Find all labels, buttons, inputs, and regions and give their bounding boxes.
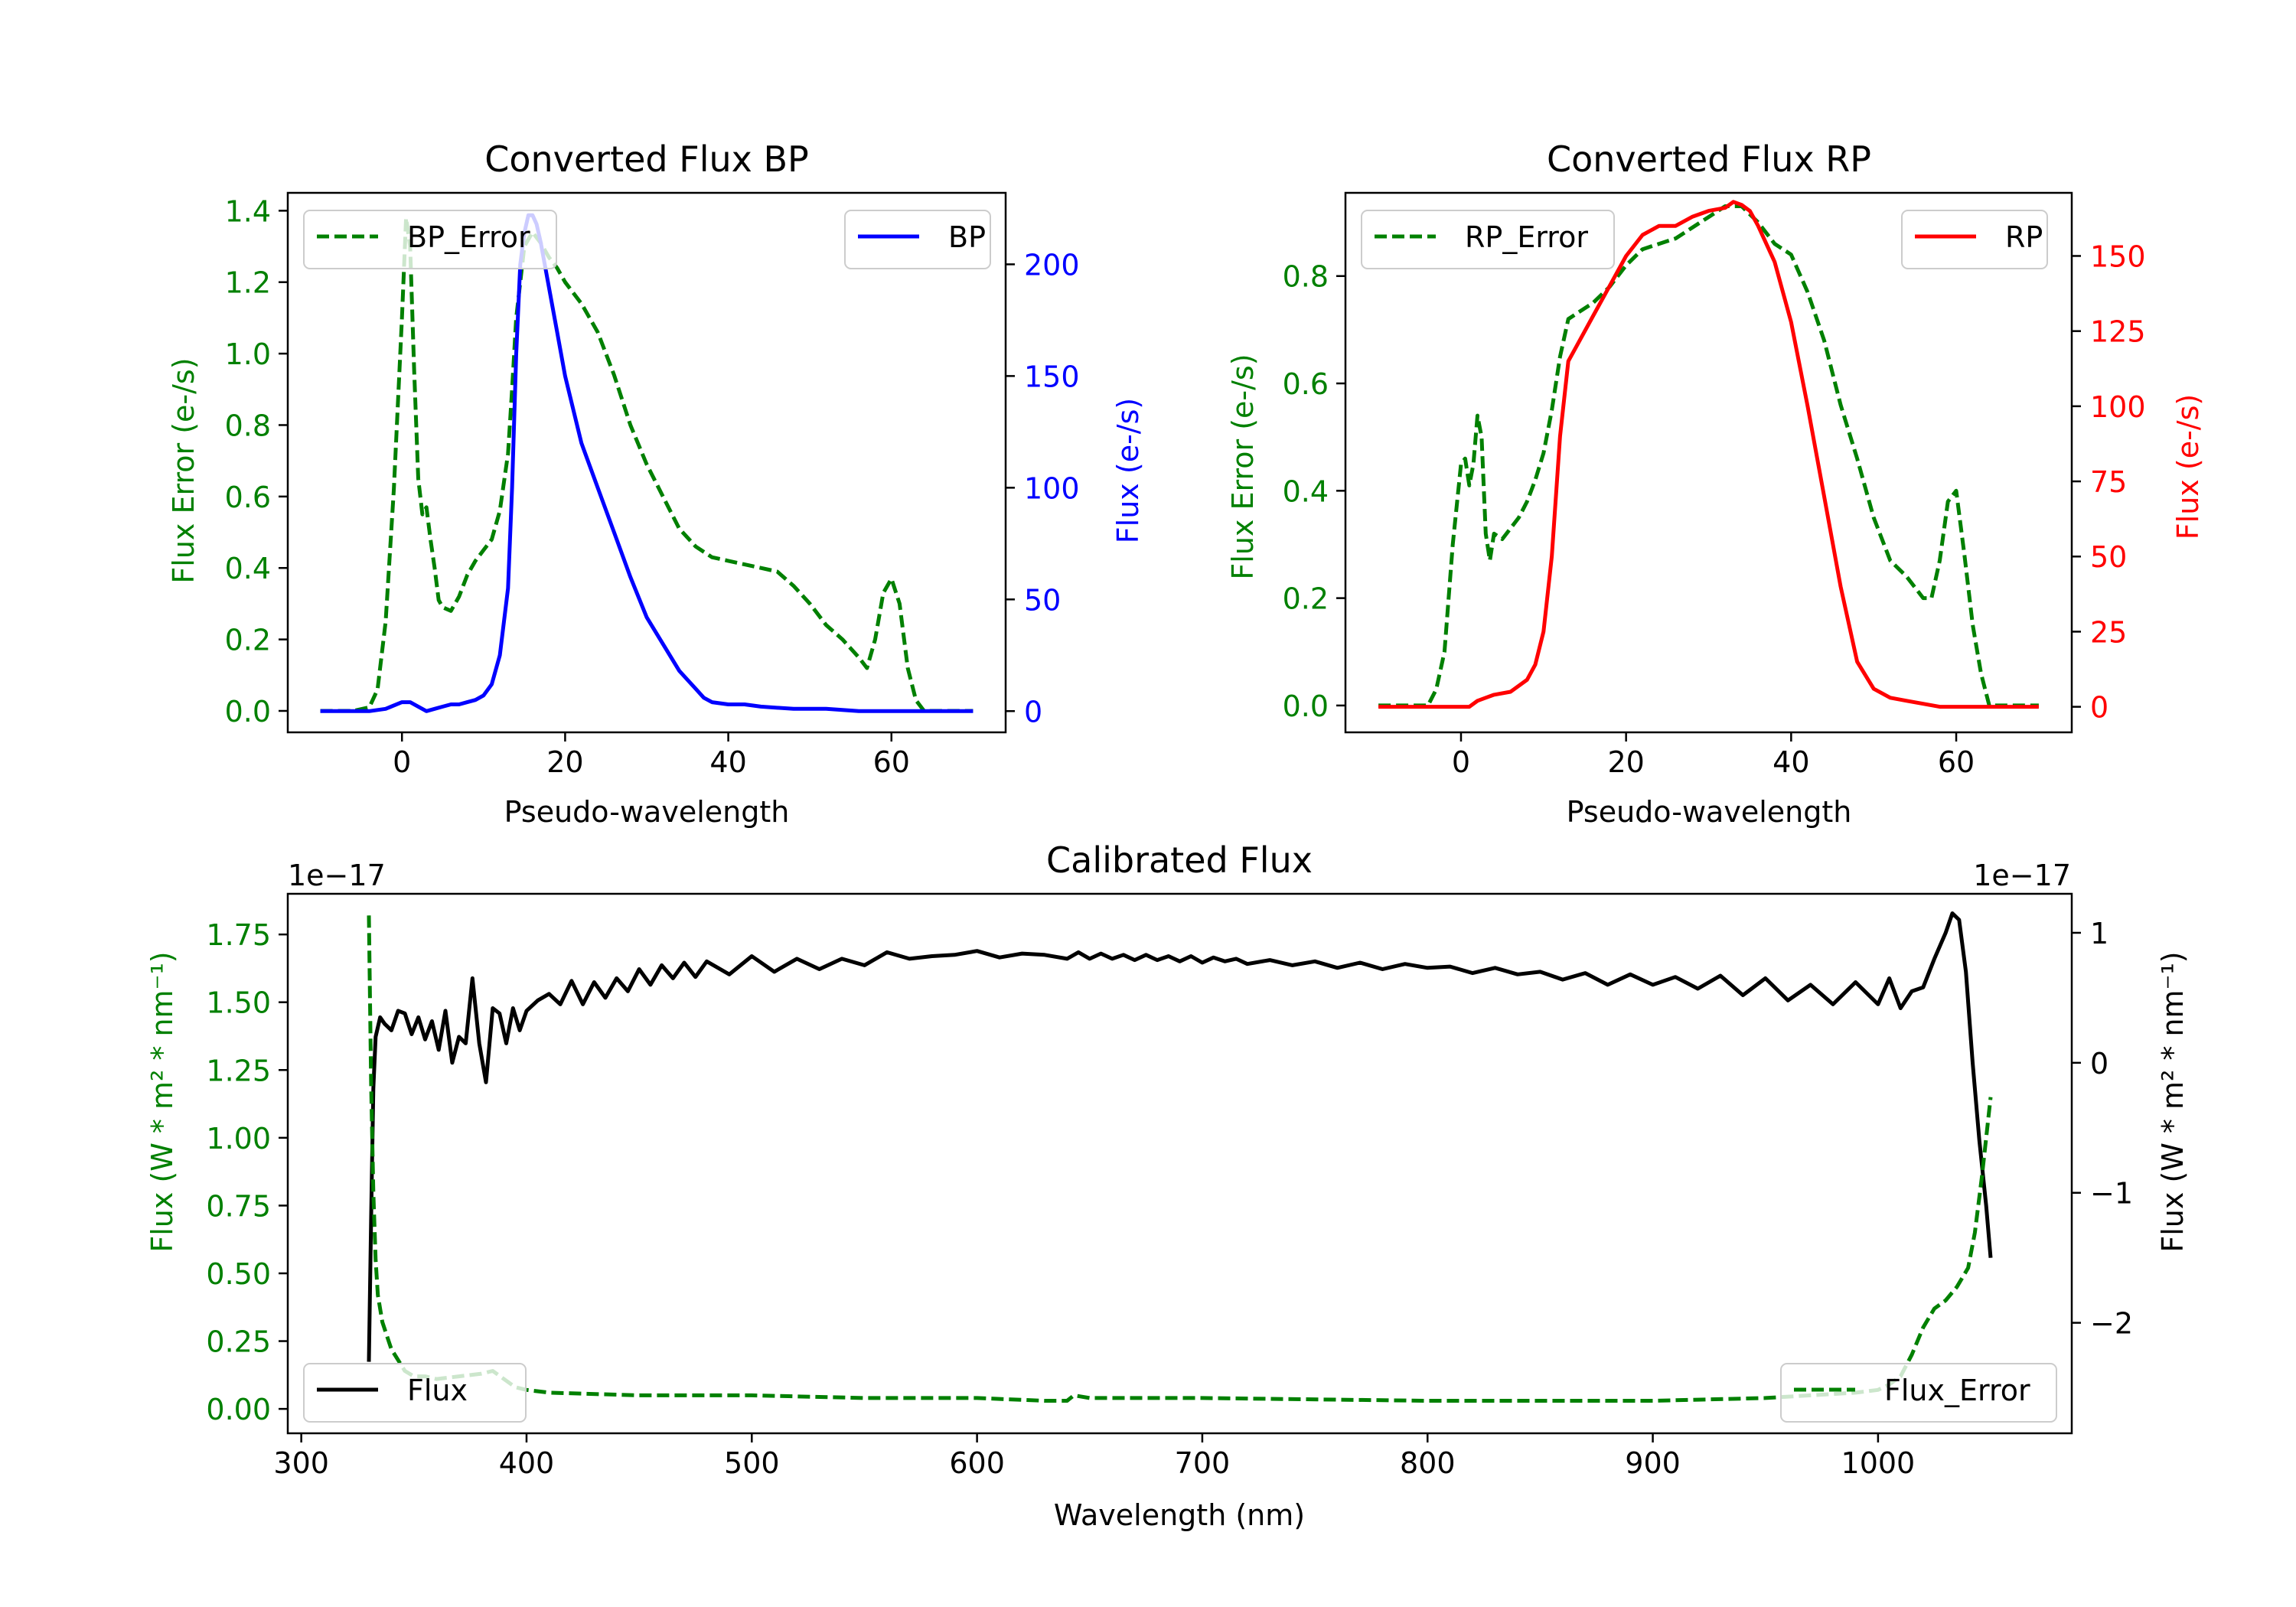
cal-ylabel-right: Flux (W * m² * nm⁻¹) <box>2156 951 2190 1252</box>
rp-ytick-left-label: 0.6 <box>1283 367 1329 401</box>
cal-ytick-left-label: 1.25 <box>206 1054 271 1087</box>
rp-xtick-label: 20 <box>1607 745 1644 779</box>
bp-ytick-left-label: 1.2 <box>225 266 271 300</box>
bp-ytick-left-label: 0.0 <box>225 695 271 729</box>
cal-xtick-label: 800 <box>1400 1446 1456 1480</box>
rp-legend-error: RP_Error <box>1361 210 1615 269</box>
bp-frame <box>286 191 1007 734</box>
rp-xtick-label: 60 <box>1938 745 1975 779</box>
cal-series-flux-error <box>367 915 1993 1403</box>
bp-ytick-left-label: 0.4 <box>225 552 271 585</box>
bp-ylabel-right: Flux (e-/s) <box>1111 398 1145 543</box>
rp-axes: 0 20 40 60 0.0 0.2 0.4 0.6 0.8 0 25 50 75 100 125 150 <box>1283 191 2146 779</box>
bp-series-bp-error <box>320 216 974 713</box>
rp-series-rp <box>1378 200 2039 709</box>
bp-ytick-right-label: 0 <box>1024 695 1042 729</box>
bp-panel: Converted Flux BP 0 20 40 60 0.0 0.2 0.4 0.6 0.8… <box>167 139 1145 829</box>
bp-legend-flux-label: BP <box>948 220 986 254</box>
bp-ytick-left-label: 1.0 <box>225 337 271 371</box>
cal-xtick-label: 500 <box>724 1446 780 1480</box>
bp-xlabel: Pseudo-wavelength <box>504 795 790 829</box>
bp-ytick-right-label: 200 <box>1024 248 1080 282</box>
cal-ytick-left-label: 0.75 <box>206 1189 271 1223</box>
cal-ytick-left-label: 0.25 <box>206 1325 271 1359</box>
cal-axes: 300 400 500 600 700 800 900 1000 0.00 0.25 0.50 0.7… <box>206 892 2133 1480</box>
bp-xtick-label: 40 <box>709 745 746 779</box>
cal-ytick-left-label: 1.75 <box>206 918 271 952</box>
rp-ytick-right-label: 100 <box>2090 390 2146 424</box>
cal-legend-flux: Flux <box>303 1363 527 1423</box>
rp-xtick-label: 0 <box>1452 745 1470 779</box>
cal-legend-error: Flux_Error <box>1780 1363 2057 1423</box>
rp-legend-error-label: RP_Error <box>1465 220 1588 254</box>
bp-xtick-label: 20 <box>546 745 583 779</box>
cal-ytick-left-label: 1.00 <box>206 1122 271 1156</box>
cal-ylabel-left: Flux (W * m² * nm⁻¹) <box>145 951 179 1252</box>
bp-xtick-label: 60 <box>873 745 910 779</box>
cal-offset-left: 1e−17 <box>288 859 386 892</box>
bp-legend-error: BP_Error <box>303 210 557 269</box>
cal-ytick-left-label: 0.00 <box>206 1393 271 1426</box>
bp-ytick-left-label: 0.8 <box>225 409 271 442</box>
rp-panel: Converted Flux RP 0 20 40 60 0.0 0.2 0.4 0.6 0.8… <box>1226 139 2205 829</box>
cal-ytick-right-label: 0 <box>2090 1047 2108 1081</box>
bp-ylabel-left: Flux Error (e-/s) <box>167 357 201 583</box>
cal-xtick-label: 900 <box>1625 1446 1681 1480</box>
cal-xlabel: Wavelength (nm) <box>1054 1498 1305 1532</box>
cal-ytick-left-label: 1.50 <box>206 986 271 1020</box>
cal-ytick-left-label: 0.50 <box>206 1257 271 1291</box>
cal-series-flux <box>367 911 1993 1362</box>
rp-legend-flux: RP <box>1901 210 2048 269</box>
rp-ytick-right-label: 75 <box>2090 465 2127 499</box>
cal-panel: Calibrated Flux 1e−17 1e−17 300 400 500 600… <box>145 839 2190 1532</box>
rp-ytick-right-label: 0 <box>2090 691 2108 725</box>
rp-ylabel-left: Flux Error (e-/s) <box>1226 354 1260 579</box>
rp-ytick-left-label: 0.0 <box>1283 689 1329 723</box>
cal-title: Calibrated Flux <box>1046 839 1313 881</box>
rp-ytick-right-label: 150 <box>2090 240 2146 273</box>
rp-ytick-left-label: 0.2 <box>1283 582 1329 616</box>
cal-xtick-label: 700 <box>1175 1446 1231 1480</box>
bp-ytick-right-label: 150 <box>1024 360 1080 393</box>
cal-legend-flux-label: Flux <box>407 1374 468 1407</box>
cal-frame <box>286 892 2073 1435</box>
bp-ytick-left-label: 1.4 <box>225 194 271 228</box>
bp-legend-error-label: BP_Error <box>407 220 530 254</box>
bp-ytick-left-label: 0.2 <box>225 624 271 657</box>
rp-ytick-right-label: 50 <box>2090 540 2127 574</box>
bp-ytick-right-label: 50 <box>1024 583 1061 617</box>
rp-plot-area <box>1378 200 2039 709</box>
rp-ylabel-right: Flux (e-/s) <box>2171 394 2205 539</box>
cal-offset-right: 1e−17 <box>1973 859 2071 892</box>
bp-axes: 0 20 40 60 0.0 0.2 0.4 0.6 0.8 1.0 1.2 1.4 0 50 100 150… <box>225 191 1080 779</box>
bp-ytick-left-label: 0.6 <box>225 481 271 514</box>
cal-xtick-label: 600 <box>949 1446 1005 1480</box>
bp-title: Converted Flux BP <box>484 139 809 180</box>
cal-ytick-right-label: 1 <box>2090 917 2108 950</box>
cal-xtick-label: 400 <box>499 1446 555 1480</box>
bp-ytick-right-label: 100 <box>1024 471 1080 505</box>
rp-ytick-left-label: 0.4 <box>1283 474 1329 508</box>
cal-xtick-label: 1000 <box>1841 1446 1916 1480</box>
rp-title: Converted Flux RP <box>1547 139 1871 180</box>
bp-legend-flux: BP <box>844 210 991 269</box>
cal-legend-error-label: Flux_Error <box>1884 1374 2030 1407</box>
cal-plot-area <box>367 911 1993 1403</box>
bp-xtick-label: 0 <box>393 745 411 779</box>
rp-series-rp-error <box>1378 204 2039 708</box>
cal-ytick-right-label: −2 <box>2090 1307 2133 1341</box>
cal-xtick-label: 300 <box>273 1446 329 1480</box>
rp-legend-flux-label: RP <box>2005 220 2043 254</box>
rp-frame <box>1344 191 2073 734</box>
rp-ytick-right-label: 25 <box>2090 615 2127 649</box>
rp-xlabel: Pseudo-wavelength <box>1567 795 1852 829</box>
rp-ytick-right-label: 125 <box>2090 315 2146 349</box>
rp-ytick-left-label: 0.8 <box>1283 260 1329 294</box>
cal-ytick-right-label: −1 <box>2090 1177 2133 1211</box>
rp-xtick-label: 40 <box>1773 745 1809 779</box>
